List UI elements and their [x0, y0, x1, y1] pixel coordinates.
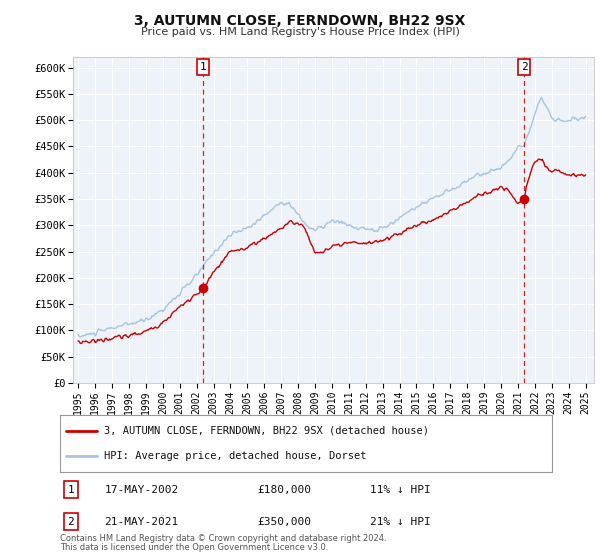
- Text: 11% ↓ HPI: 11% ↓ HPI: [370, 485, 431, 495]
- Text: 2: 2: [521, 62, 528, 72]
- Text: 3, AUTUMN CLOSE, FERNDOWN, BH22 9SX: 3, AUTUMN CLOSE, FERNDOWN, BH22 9SX: [134, 14, 466, 28]
- Text: 21% ↓ HPI: 21% ↓ HPI: [370, 517, 431, 526]
- Text: 1: 1: [67, 485, 74, 495]
- Text: Price paid vs. HM Land Registry's House Price Index (HPI): Price paid vs. HM Land Registry's House …: [140, 27, 460, 37]
- Text: 21-MAY-2021: 21-MAY-2021: [104, 517, 179, 526]
- Text: HPI: Average price, detached house, Dorset: HPI: Average price, detached house, Dors…: [104, 451, 367, 461]
- Text: Contains HM Land Registry data © Crown copyright and database right 2024.: Contains HM Land Registry data © Crown c…: [60, 534, 386, 543]
- Text: £180,000: £180,000: [257, 485, 311, 495]
- Text: £350,000: £350,000: [257, 517, 311, 526]
- Text: 17-MAY-2002: 17-MAY-2002: [104, 485, 179, 495]
- Text: This data is licensed under the Open Government Licence v3.0.: This data is licensed under the Open Gov…: [60, 543, 328, 552]
- Text: 3, AUTUMN CLOSE, FERNDOWN, BH22 9SX (detached house): 3, AUTUMN CLOSE, FERNDOWN, BH22 9SX (det…: [104, 426, 429, 436]
- Text: 1: 1: [200, 62, 206, 72]
- Text: 2: 2: [67, 517, 74, 526]
